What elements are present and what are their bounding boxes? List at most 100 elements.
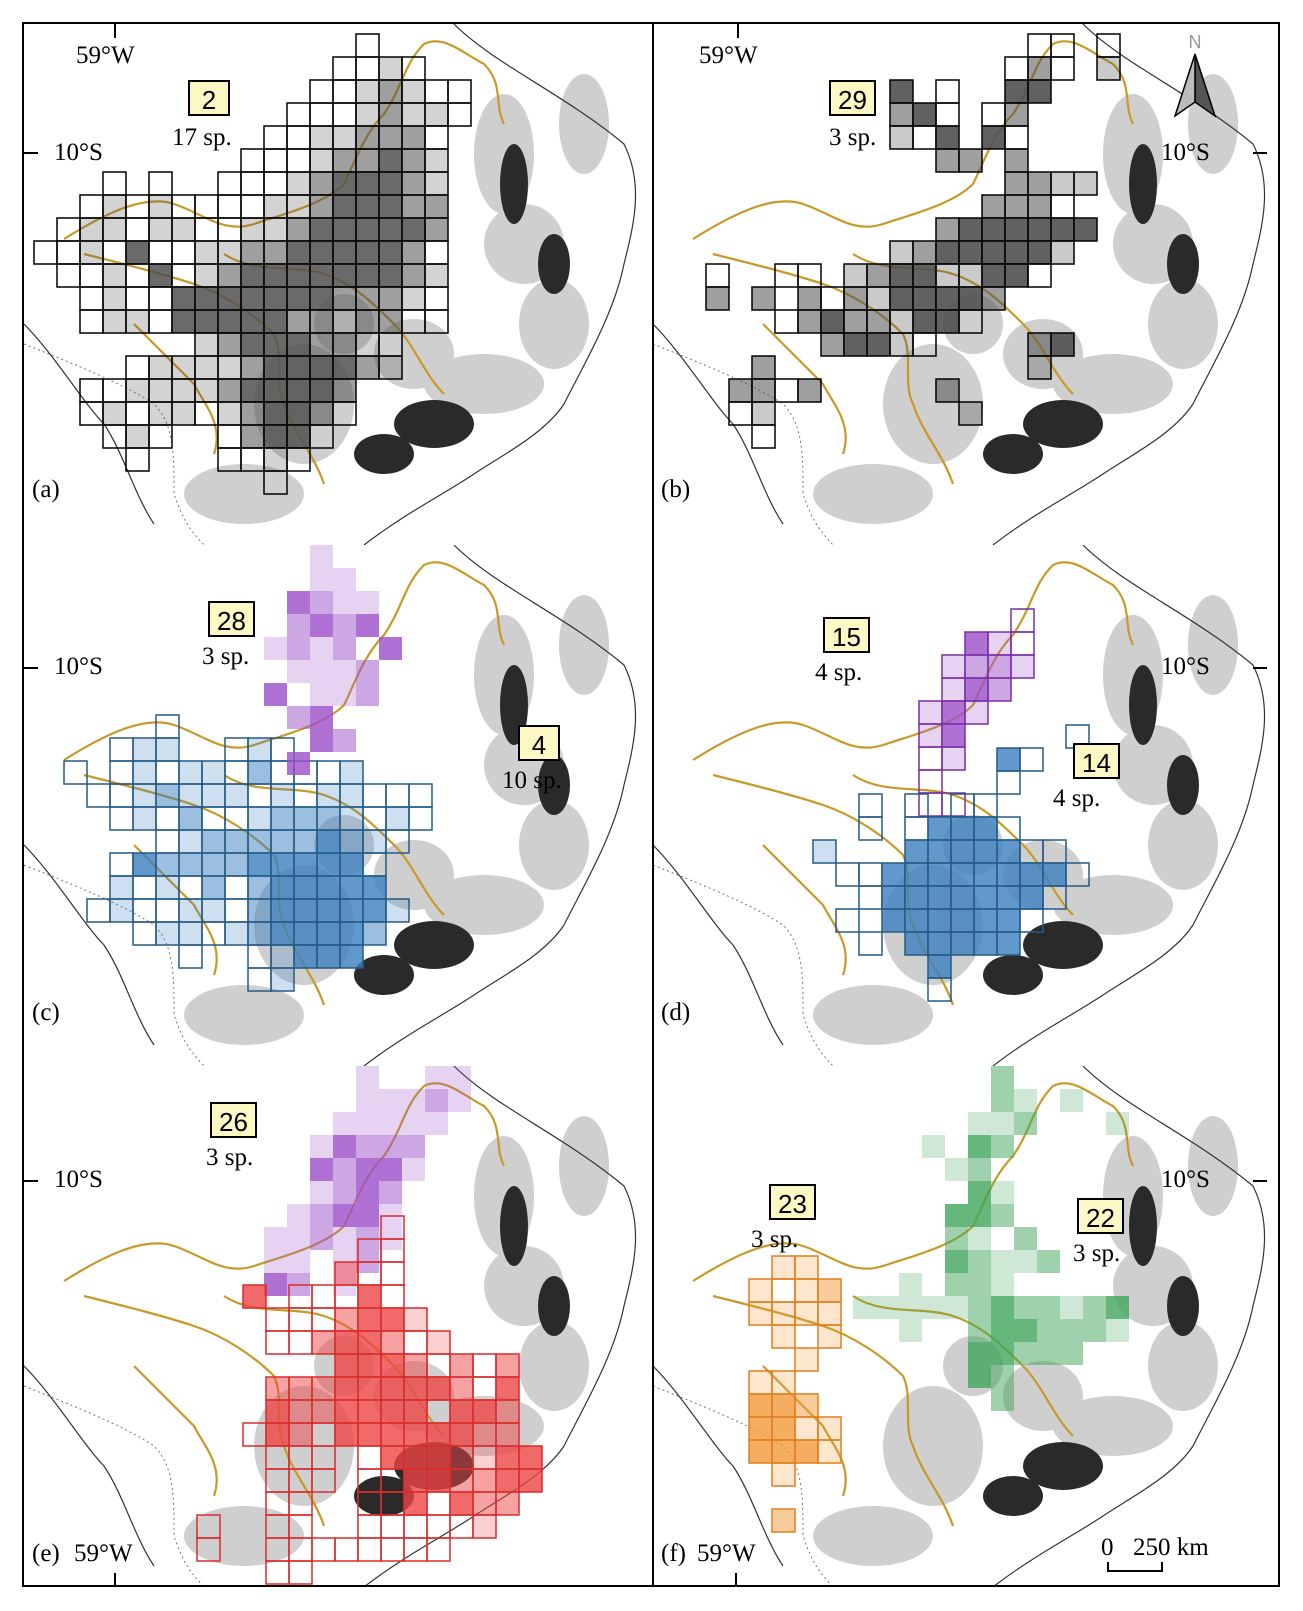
latitude-label: 10°S (1161, 139, 1210, 166)
relief-shading (559, 595, 609, 695)
high-relief-shading (354, 1476, 414, 1516)
map-panel-b: 59°W 10°S 29 3 sp. N (b) (653, 24, 1282, 545)
grid-cell (310, 591, 333, 614)
grid-cell (922, 1296, 945, 1319)
grid-cell (991, 1204, 1014, 1227)
grid-cell (333, 1181, 356, 1204)
relief-shading (1053, 875, 1173, 935)
high-relief-shading (538, 755, 570, 815)
cluster-species-count: 10 sp. (502, 767, 562, 794)
coastline (24, 1066, 637, 1587)
relief-shading (519, 1321, 589, 1411)
grid-cell (448, 1089, 471, 1112)
grid-cell (771, 1324, 796, 1349)
grid-cell (964, 700, 989, 725)
country-border (653, 1385, 834, 1587)
map-panel-f: 10°S 59°W 23 3 sp. 22 3 sp. 0 250 km (f) (653, 1066, 1282, 1587)
grid-cell (1027, 263, 1052, 288)
grid-cell (333, 1227, 356, 1250)
grid-cell (356, 1112, 379, 1135)
grid-cell (1019, 747, 1044, 772)
grid-cell (771, 1462, 796, 1487)
country-border (653, 864, 834, 1066)
relief-shading (1053, 354, 1173, 414)
latitude-tick (24, 667, 38, 669)
grid-cell (945, 1296, 968, 1319)
grid-cell (264, 1227, 287, 1250)
grid-cell (751, 286, 776, 311)
grid-cell (1096, 56, 1121, 81)
grid-cell (991, 1273, 1014, 1296)
grid-cell (286, 447, 311, 472)
grid-cell (379, 1135, 402, 1158)
longitude-tick (114, 24, 116, 38)
relief-shading (1148, 1321, 1218, 1411)
grid-cell (1014, 1342, 1037, 1365)
grid-cell (287, 1250, 310, 1273)
high-relief-shading (1167, 234, 1199, 294)
high-relief-shading (1167, 1276, 1199, 1336)
panel-letter: (e) (32, 1540, 60, 1567)
relief-shading (813, 464, 933, 524)
latitude-tick (1253, 1180, 1267, 1182)
map-canvas-c (24, 545, 637, 1066)
grid-cell (968, 1365, 991, 1388)
grid-cell (858, 931, 883, 956)
map-panel-a: 59°W 10°S 2 17 sp. (a) (24, 24, 653, 545)
grid-cell (1050, 56, 1075, 81)
grid-cell (991, 1365, 1014, 1388)
longitude-tick (737, 24, 739, 38)
grid-cell (817, 1324, 842, 1349)
grid-cell (310, 1181, 333, 1204)
panel-letter: (a) (32, 476, 60, 503)
grid-cell (356, 660, 379, 683)
grid-cell (356, 1181, 379, 1204)
grid-cell (287, 706, 310, 729)
grid-cell (797, 378, 822, 403)
grid-cell (518, 1468, 543, 1493)
cluster-id-badge: 2 (188, 80, 230, 116)
grid-cell (899, 1296, 922, 1319)
latitude-label: 10°S (1161, 1166, 1210, 1193)
grid-cell (287, 660, 310, 683)
grid-cell (378, 355, 403, 380)
grid-cell (333, 1204, 356, 1227)
relief-shading (813, 1506, 933, 1566)
panel-divider-vertical (652, 22, 654, 1587)
grid-cell (991, 1319, 1014, 1342)
cluster-id-badge: 22 (1077, 1198, 1124, 1234)
grid-cell (310, 545, 333, 568)
grid-cell (310, 1158, 333, 1181)
grid-cell (968, 1135, 991, 1158)
grid-cell (424, 309, 449, 334)
panel-letter: (f) (661, 1540, 686, 1567)
high-relief-shading (538, 1276, 570, 1336)
map-canvas-e (24, 1066, 637, 1587)
relief-shading (1148, 279, 1218, 369)
grid-cell (339, 944, 364, 969)
grid-cell (927, 977, 952, 1002)
relief-shading (813, 985, 933, 1045)
grid-cell (379, 1158, 402, 1181)
grid-cell (379, 1181, 402, 1204)
high-relief-shading (983, 955, 1043, 995)
grid-cell (425, 1089, 448, 1112)
grid-cell (991, 1135, 1014, 1158)
grid-cell (1014, 1089, 1037, 1112)
grid-cell (991, 1250, 1014, 1273)
grid-cell (945, 1158, 968, 1181)
grid-cell (311, 1468, 336, 1493)
grid-cell (356, 1066, 379, 1089)
grid-cell (309, 424, 334, 449)
cluster-species-count: 3 sp. (202, 643, 250, 670)
cluster-id-badge: 23 (769, 1184, 816, 1220)
map-canvas-d (653, 545, 1266, 1066)
high-relief-shading (983, 434, 1043, 474)
relief-shading (519, 800, 589, 890)
grid-cell (812, 839, 837, 864)
high-relief-shading (538, 234, 570, 294)
relief-shading (374, 319, 454, 389)
latitude-tick (24, 152, 38, 154)
grid-cell (794, 1347, 819, 1372)
grid-cell (333, 1112, 356, 1135)
